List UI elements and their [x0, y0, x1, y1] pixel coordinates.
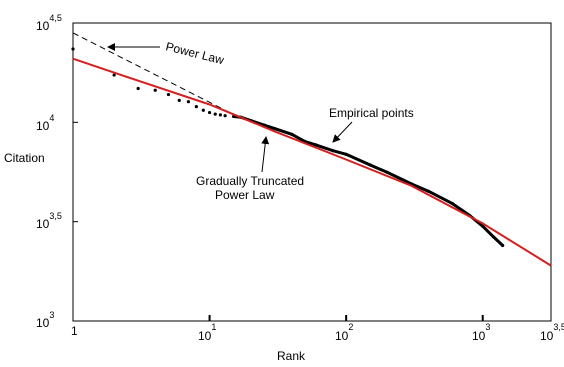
annotation-truncated-line2: Power Law	[215, 188, 275, 202]
series-line-power-law	[72, 32, 238, 117]
y-tick-label: 104,5	[36, 13, 62, 33]
y-tick-labels: 103 103,5 104 104,5	[36, 13, 62, 330]
x-tick-label: 103	[472, 322, 490, 343]
data-point	[273, 126, 277, 131]
series-line-gradually-truncated-power-law	[72, 57, 552, 267]
data-point	[426, 189, 430, 193]
annotation-empirical-points: Empirical points	[329, 106, 414, 120]
data-point	[481, 224, 485, 228]
y-axis-label: Citation	[4, 151, 45, 165]
data-point	[223, 114, 227, 118]
data-point	[207, 110, 212, 115]
data-point	[201, 108, 205, 112]
data-point	[344, 152, 348, 156]
data-point	[194, 105, 198, 109]
x-tick-labels: 1 101 102 103 103,5	[71, 322, 564, 343]
tick-marks	[73, 121, 484, 321]
data-point	[218, 113, 222, 117]
data-point	[112, 73, 116, 77]
x-tick-label: 101	[198, 322, 216, 343]
data-point	[153, 88, 157, 92]
data-point	[385, 170, 389, 174]
data-point	[186, 100, 191, 104]
series-layer	[71, 32, 552, 267]
x-tick-label: 103,5	[540, 322, 564, 343]
data-point	[491, 235, 496, 239]
y-tick-label: 104	[36, 113, 54, 133]
data-point	[368, 163, 372, 167]
annotation-truncated-line1: Gradually Truncated	[196, 174, 304, 188]
annotations: Power Law Empirical points Gradually Tru…	[107, 39, 414, 202]
data-point	[290, 132, 294, 136]
annotation-power-law: Power Law	[164, 39, 225, 67]
data-point	[136, 86, 140, 91]
data-point	[314, 143, 318, 147]
y-tick-label: 103,5	[36, 211, 62, 231]
data-point	[501, 243, 505, 248]
data-point	[331, 149, 335, 153]
x-axis-label: Rank	[277, 349, 306, 363]
annotation-arrow-empirical-points	[332, 121, 353, 143]
plot-frame	[72, 22, 552, 322]
data-point	[450, 201, 455, 206]
x-tick-label: 1	[71, 324, 78, 338]
data-point	[71, 47, 75, 51]
data-point	[166, 92, 171, 97]
annotation-arrow-truncated	[261, 136, 270, 173]
x-tick-label: 102	[335, 322, 353, 343]
data-point	[177, 98, 181, 102]
data-point	[213, 112, 217, 116]
y-tick-label: 103	[36, 310, 54, 330]
